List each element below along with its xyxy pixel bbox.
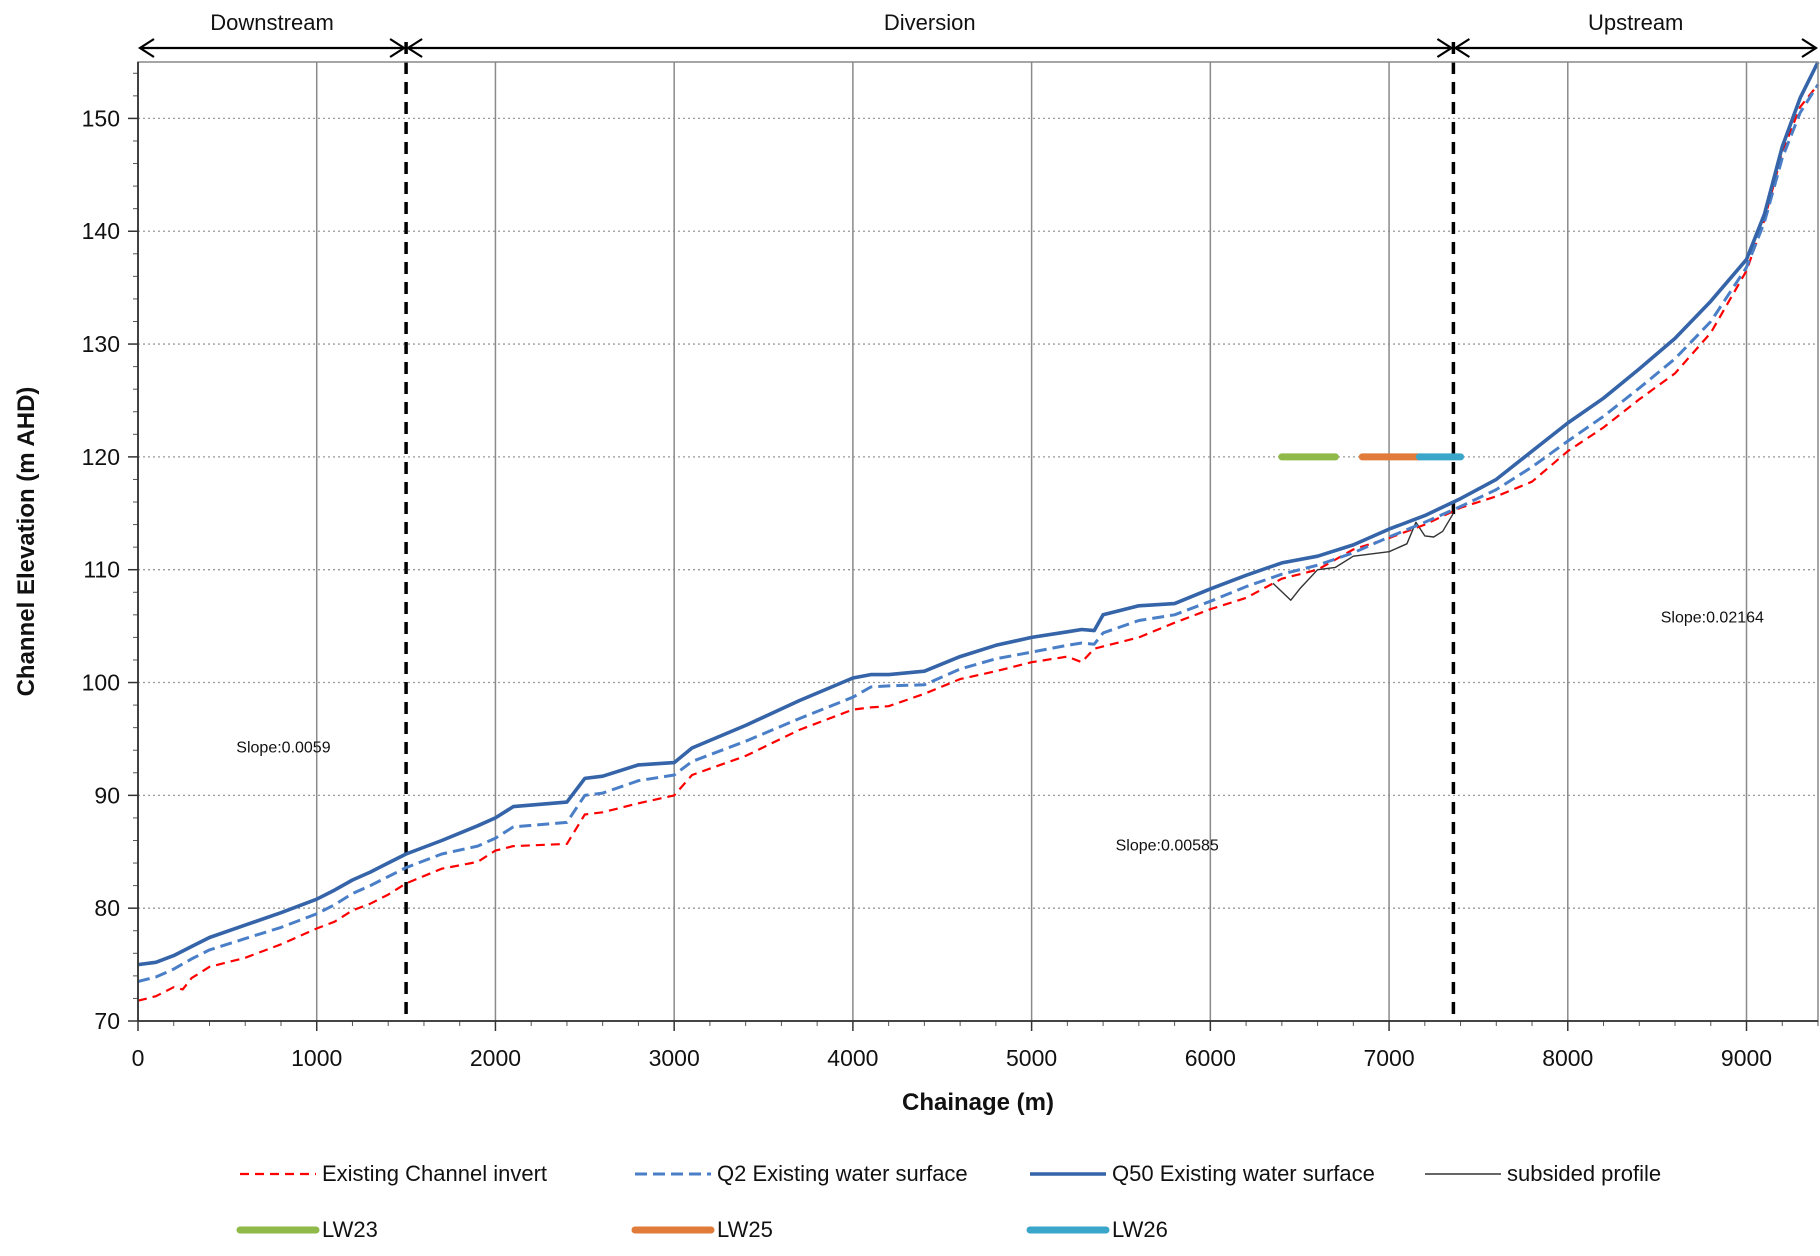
x-tick-label: 5000 (1006, 1045, 1057, 1071)
x-tick-label: 0 (132, 1045, 145, 1071)
x-tick-label: 7000 (1363, 1045, 1414, 1071)
slope-annotation: Slope:0.02164 (1661, 610, 1764, 627)
x-tick-label: 2000 (470, 1045, 521, 1071)
y-tick-label: 80 (94, 895, 120, 921)
region-label: Diversion (884, 10, 976, 35)
region-arrow-head-left (1453, 38, 1470, 58)
y-tick-label: 130 (82, 331, 120, 357)
y-tick-label: 70 (94, 1008, 120, 1034)
y-tick-label: 110 (83, 557, 120, 583)
series-q2-existing-water-surface (137, 83, 1820, 983)
legend-label-existing-channel-invert: Existing Channel invert (322, 1161, 547, 1186)
y-tick-label: 90 (94, 782, 120, 808)
legend-label-lw26: LW26 (1112, 1217, 1168, 1242)
x-tick-label: 9000 (1721, 1045, 1772, 1071)
legend-label-q50-existing-water-surface: Q50 Existing water surface (1112, 1161, 1375, 1186)
region-label: Upstream (1588, 10, 1683, 35)
legend-label-lw23: LW23 (322, 1217, 378, 1242)
region-arrow-head-left (137, 38, 155, 58)
region-arrow-head-left (406, 38, 423, 58)
data-series (137, 61, 1820, 1002)
y-tick-label: 150 (82, 105, 120, 131)
region-headers: Downstream Diversion Upstream (137, 10, 1819, 58)
legend: Existing Channel invert Q2 Existing water… (236, 1161, 1661, 1242)
region-arrow-head-right (389, 38, 407, 58)
legend-label-q2-existing-water-surface: Q2 Existing water surface (717, 1161, 968, 1186)
series-q50-existing-water-surface (137, 61, 1820, 967)
x-tick-label: 6000 (1185, 1045, 1236, 1071)
legend-label-subsided-profile: subsided profile (1507, 1161, 1661, 1186)
y-tick-label: 120 (82, 444, 120, 470)
y-tick-label: 100 (82, 670, 120, 696)
region-boundaries (404, 42, 1456, 1021)
series-existing-channel-invert (137, 83, 1819, 1002)
slope-annotations: Slope:0.0059 Slope:0.00585 Slope:0.02164 (236, 610, 1764, 855)
axes: 70 80 90 100 110 120 130 140 150 0 1000 2000 3000 400… (82, 61, 1819, 1071)
region-arrow-head-right (1436, 38, 1454, 58)
y-axis-title: Channel Elevation (m AHD) (13, 387, 40, 697)
x-tick-label: 4000 (827, 1045, 878, 1071)
region-arrow-head-right (1801, 38, 1819, 58)
series-subsided-profile (1272, 512, 1455, 601)
y-tick-label: 140 (82, 218, 120, 244)
x-tick-label: 1000 (291, 1045, 342, 1071)
slope-annotation: Slope:0.0059 (236, 739, 330, 756)
x-axis-title: Chainage (m) (902, 1089, 1054, 1116)
legend-label-lw25: LW25 (717, 1217, 773, 1242)
x-tick-label: 3000 (649, 1045, 700, 1071)
region-label: Downstream (210, 10, 333, 35)
grid-lines (138, 62, 1818, 1021)
slope-annotation: Slope:0.00585 (1116, 838, 1219, 855)
x-tick-label: 8000 (1542, 1045, 1593, 1071)
